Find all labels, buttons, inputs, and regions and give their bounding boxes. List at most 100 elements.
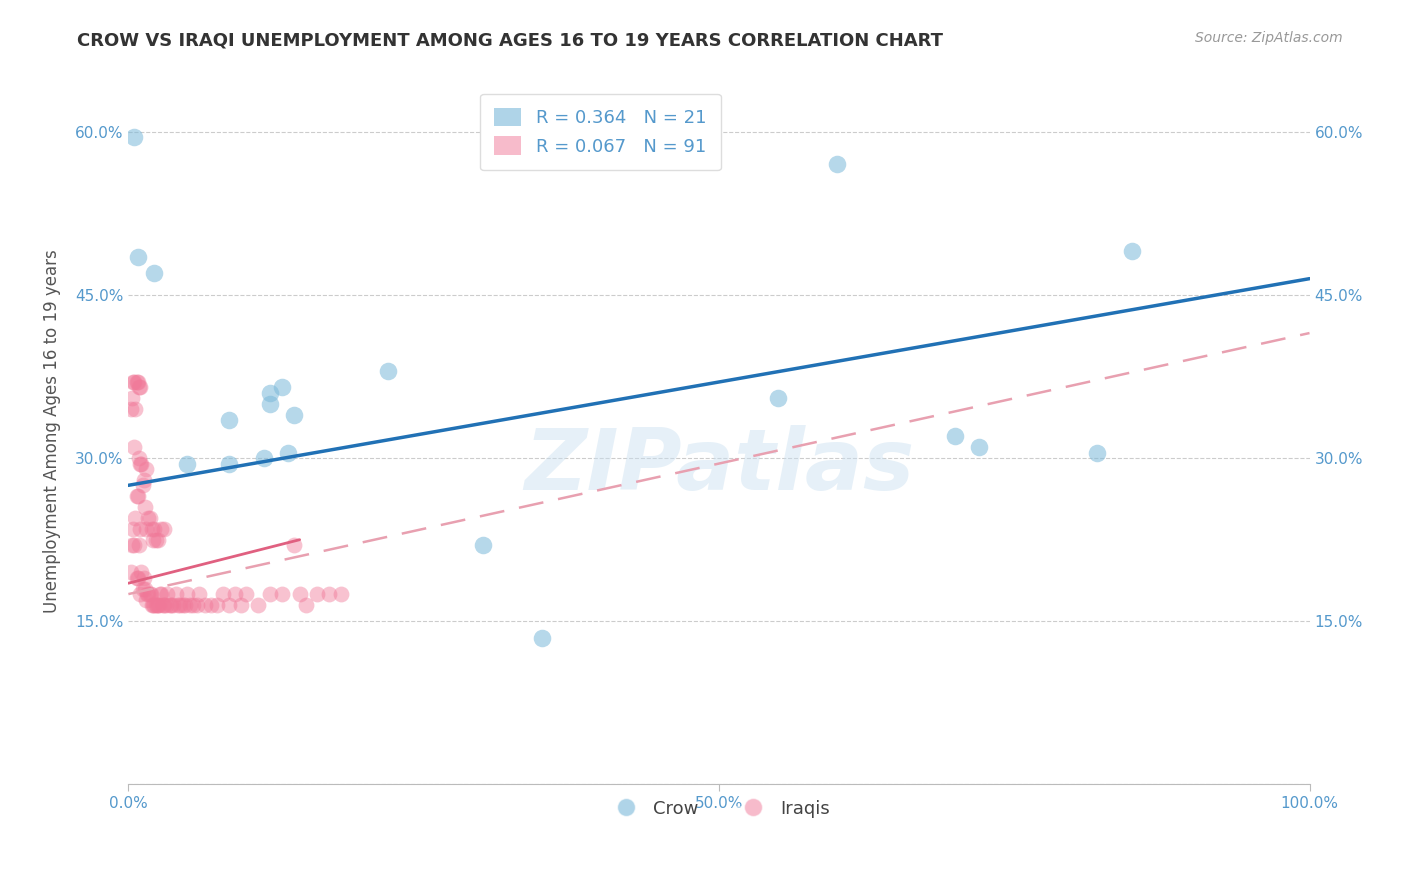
Point bbox=[125, 375, 148, 389]
Point bbox=[967, 440, 990, 454]
Point bbox=[153, 522, 176, 536]
Point bbox=[159, 598, 181, 612]
Point bbox=[127, 571, 149, 585]
Point bbox=[530, 631, 553, 645]
Point bbox=[160, 598, 183, 612]
Point bbox=[205, 598, 228, 612]
Point bbox=[122, 375, 145, 389]
Point bbox=[162, 598, 184, 612]
Point bbox=[138, 511, 160, 525]
Point bbox=[124, 511, 146, 525]
Point bbox=[127, 375, 149, 389]
Point bbox=[124, 402, 146, 417]
Point bbox=[122, 522, 145, 536]
Point bbox=[131, 457, 153, 471]
Point bbox=[134, 500, 156, 514]
Point bbox=[143, 522, 166, 536]
Point bbox=[176, 587, 198, 601]
Point bbox=[155, 598, 177, 612]
Point bbox=[943, 429, 966, 443]
Point bbox=[294, 598, 316, 612]
Point bbox=[127, 489, 149, 503]
Point bbox=[142, 598, 165, 612]
Point bbox=[124, 130, 146, 145]
Point bbox=[224, 587, 246, 601]
Point bbox=[200, 598, 222, 612]
Point bbox=[146, 533, 169, 547]
Point bbox=[1085, 445, 1108, 459]
Point bbox=[141, 522, 163, 536]
Point bbox=[124, 538, 146, 552]
Point bbox=[145, 598, 167, 612]
Point bbox=[259, 397, 281, 411]
Point bbox=[143, 266, 166, 280]
Point bbox=[132, 571, 155, 585]
Point bbox=[131, 478, 153, 492]
Point bbox=[194, 598, 217, 612]
Point bbox=[149, 587, 172, 601]
Legend: Crow, Iraqis: Crow, Iraqis bbox=[600, 792, 837, 825]
Point bbox=[307, 587, 329, 601]
Text: Source: ZipAtlas.com: Source: ZipAtlas.com bbox=[1195, 31, 1343, 45]
Point bbox=[127, 250, 149, 264]
Point bbox=[125, 489, 148, 503]
Point bbox=[165, 587, 187, 601]
Point bbox=[148, 598, 170, 612]
Point bbox=[124, 375, 146, 389]
Point bbox=[142, 533, 165, 547]
Point bbox=[136, 587, 159, 601]
Point bbox=[135, 592, 157, 607]
Point bbox=[121, 392, 143, 406]
Point bbox=[186, 598, 208, 612]
Point bbox=[1121, 244, 1143, 259]
Point bbox=[218, 457, 240, 471]
Point bbox=[152, 598, 174, 612]
Point bbox=[129, 380, 152, 394]
Point bbox=[125, 571, 148, 585]
Point bbox=[169, 598, 191, 612]
Point bbox=[825, 157, 848, 171]
Point bbox=[271, 380, 294, 394]
Point bbox=[188, 587, 211, 601]
Point bbox=[471, 538, 494, 552]
Text: CROW VS IRAQI UNEMPLOYMENT AMONG AGES 16 TO 19 YEARS CORRELATION CHART: CROW VS IRAQI UNEMPLOYMENT AMONG AGES 16… bbox=[77, 31, 943, 49]
Point bbox=[145, 533, 167, 547]
Point bbox=[141, 598, 163, 612]
Point bbox=[174, 598, 197, 612]
Point bbox=[259, 587, 281, 601]
Point bbox=[288, 587, 311, 601]
Point bbox=[124, 440, 146, 454]
Point bbox=[131, 566, 153, 580]
Point bbox=[218, 598, 240, 612]
Point bbox=[138, 587, 160, 601]
Point bbox=[129, 587, 152, 601]
Point bbox=[277, 445, 299, 459]
Point bbox=[128, 538, 150, 552]
Point bbox=[259, 385, 281, 400]
Point bbox=[283, 538, 305, 552]
Point bbox=[218, 413, 240, 427]
Point bbox=[150, 587, 173, 601]
Point bbox=[131, 582, 153, 596]
Point bbox=[271, 587, 294, 601]
Point bbox=[283, 408, 305, 422]
Point bbox=[176, 457, 198, 471]
Point bbox=[156, 587, 179, 601]
Point bbox=[129, 457, 152, 471]
Point bbox=[128, 380, 150, 394]
Point bbox=[135, 522, 157, 536]
Point bbox=[318, 587, 340, 601]
Point bbox=[247, 598, 270, 612]
Point bbox=[132, 473, 155, 487]
Point bbox=[145, 598, 167, 612]
Point bbox=[139, 587, 162, 601]
Point bbox=[330, 587, 353, 601]
Point bbox=[134, 582, 156, 596]
Point bbox=[235, 587, 257, 601]
Point bbox=[229, 598, 252, 612]
Point bbox=[172, 598, 194, 612]
Point bbox=[135, 462, 157, 476]
Point bbox=[766, 392, 789, 406]
Point bbox=[153, 598, 176, 612]
Point bbox=[377, 364, 399, 378]
